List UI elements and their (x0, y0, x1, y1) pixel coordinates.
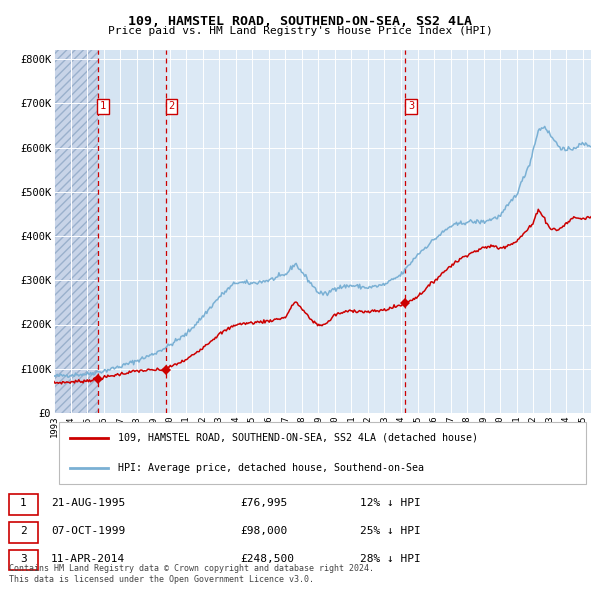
Bar (98, 50, 166, 413)
Text: Contains HM Land Registry data © Crown copyright and database right 2024.
This d: Contains HM Land Registry data © Crown c… (9, 565, 374, 584)
Text: 109, HAMSTEL ROAD, SOUTHEND-ON-SEA, SS2 4LA (detached house): 109, HAMSTEL ROAD, SOUTHEND-ON-SEA, SS2 … (118, 433, 478, 443)
Text: 1: 1 (20, 499, 27, 508)
Text: 11-APR-2014: 11-APR-2014 (51, 554, 125, 564)
Text: 12% ↓ HPI: 12% ↓ HPI (360, 499, 421, 508)
Text: HPI: Average price, detached house, Southend-on-Sea: HPI: Average price, detached house, Sout… (118, 463, 424, 473)
Text: 28% ↓ HPI: 28% ↓ HPI (360, 554, 421, 564)
Text: 109, HAMSTEL ROAD, SOUTHEND-ON-SEA, SS2 4LA: 109, HAMSTEL ROAD, SOUTHEND-ON-SEA, SS2 … (128, 15, 472, 28)
FancyBboxPatch shape (59, 422, 586, 484)
Bar (54, 50, 98, 413)
Text: £98,000: £98,000 (240, 526, 287, 536)
Text: 3: 3 (408, 101, 414, 112)
Bar (54, 50, 98, 413)
Text: £76,995: £76,995 (240, 499, 287, 508)
FancyBboxPatch shape (9, 494, 38, 514)
Text: 2: 2 (169, 101, 175, 112)
FancyBboxPatch shape (9, 550, 38, 571)
Text: 3: 3 (20, 554, 27, 564)
Text: 25% ↓ HPI: 25% ↓ HPI (360, 526, 421, 536)
Text: £248,500: £248,500 (240, 554, 294, 564)
Text: 21-AUG-1995: 21-AUG-1995 (51, 499, 125, 508)
Text: 1: 1 (100, 101, 106, 112)
FancyBboxPatch shape (9, 522, 38, 543)
Text: Price paid vs. HM Land Registry's House Price Index (HPI): Price paid vs. HM Land Registry's House … (107, 26, 493, 36)
Text: 2: 2 (20, 526, 27, 536)
Text: 07-OCT-1999: 07-OCT-1999 (51, 526, 125, 536)
